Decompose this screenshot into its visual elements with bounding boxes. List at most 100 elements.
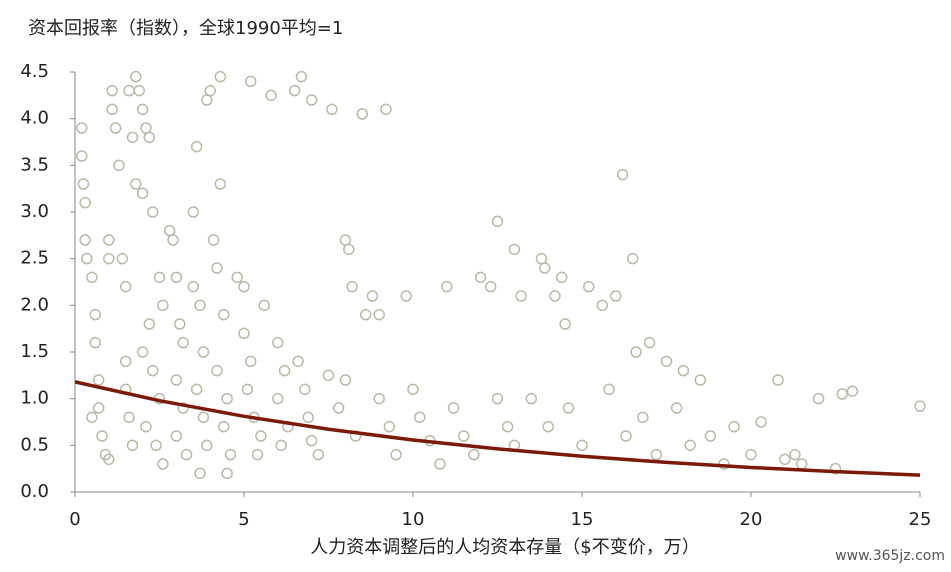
scatter-point xyxy=(136,346,149,358)
scatter-point xyxy=(238,327,250,340)
scatter-point xyxy=(119,355,132,368)
scatter-point xyxy=(221,392,233,405)
scatter-point xyxy=(86,271,98,284)
scatter-point xyxy=(163,224,176,237)
scatter-point xyxy=(167,234,179,246)
trend-line xyxy=(74,380,921,477)
scatter-point xyxy=(728,420,740,433)
scatter-point xyxy=(559,318,571,330)
scatter-point xyxy=(535,252,548,265)
scatter-point xyxy=(126,439,139,452)
scatter-point xyxy=(123,84,135,97)
scatter-point xyxy=(630,346,642,358)
scatter-point xyxy=(457,430,470,442)
y-tick-label: 4.5 xyxy=(20,61,49,82)
y-tick-label: 3.5 xyxy=(20,154,49,175)
scatter-point xyxy=(153,271,166,284)
scatter-point xyxy=(829,462,842,475)
scatter-point xyxy=(214,178,227,190)
scatter-point xyxy=(140,420,152,433)
scatter-point xyxy=(92,402,105,414)
scatter-point xyxy=(626,252,639,265)
scatter-point xyxy=(96,430,108,442)
scatter-point xyxy=(491,215,504,228)
scatter-point xyxy=(86,411,98,424)
scatter-point xyxy=(539,262,551,274)
x-tick-label: 25 xyxy=(909,509,932,530)
scatter-point xyxy=(177,336,189,349)
x-axis-label: 人力资本调整后的人均资本存量（$不变价，万） xyxy=(310,537,699,558)
y-tick-label: 3.0 xyxy=(20,201,49,222)
scatter-point xyxy=(103,252,115,265)
scatter-point xyxy=(515,290,527,302)
scatter-point xyxy=(77,178,90,190)
scatter-point xyxy=(231,271,243,284)
scatter-point xyxy=(694,374,707,386)
scatter-point xyxy=(190,383,203,396)
scatter-point xyxy=(380,103,392,116)
scatter-point xyxy=(343,243,355,256)
scatter-point xyxy=(116,252,129,265)
chart-title: 资本回报率（指数），全球1990平均=1 xyxy=(28,18,343,39)
scatter-point xyxy=(434,458,446,470)
scatter-point xyxy=(197,411,210,424)
scatter-point xyxy=(555,271,568,284)
scatter-point xyxy=(704,430,717,442)
scatter-point xyxy=(583,280,595,293)
scatter-point xyxy=(414,411,426,424)
scatter-point xyxy=(133,84,145,97)
scatter-point xyxy=(914,400,926,412)
scatter-point xyxy=(603,383,615,396)
scatter-point xyxy=(103,453,115,466)
scatter-point xyxy=(332,402,345,414)
scatter-point xyxy=(136,187,149,200)
scatter-point xyxy=(217,420,230,433)
scatter-point xyxy=(542,420,554,433)
scatter-point xyxy=(106,103,118,116)
scatter-point xyxy=(157,299,169,312)
scatter-point xyxy=(670,402,683,414)
scatter-point xyxy=(339,234,352,246)
scatter-point xyxy=(143,318,156,330)
x-tick-label: 5 xyxy=(238,509,249,530)
scatter-point xyxy=(795,458,808,470)
scatter-point xyxy=(180,448,193,461)
scatter-point xyxy=(610,290,622,302)
scatter-point xyxy=(305,94,318,106)
scatter-point xyxy=(255,430,267,442)
scatter-point xyxy=(207,234,220,246)
scatter-point xyxy=(130,178,142,190)
scatter-point xyxy=(383,420,396,433)
scatter-point xyxy=(356,108,369,120)
scatter-point xyxy=(241,383,254,396)
scatter-point xyxy=(103,234,115,246)
y-tick-label: 2.5 xyxy=(20,248,49,269)
scatter-point xyxy=(221,467,233,480)
scatter-point xyxy=(109,122,122,134)
scatter-point xyxy=(140,122,152,134)
scatter-point xyxy=(278,364,291,377)
scatter-point xyxy=(755,416,767,428)
scatter-point xyxy=(211,364,223,377)
scatter-point xyxy=(170,374,183,386)
scatter-point xyxy=(305,434,318,447)
scatter-point xyxy=(326,103,338,116)
scatter-point xyxy=(136,103,149,116)
scatter-point xyxy=(288,84,301,97)
scatter-point xyxy=(265,89,277,102)
scatter-point xyxy=(359,308,372,321)
scatter-point xyxy=(170,271,183,284)
scatter-point xyxy=(245,75,257,88)
y-tick-label: 0.5 xyxy=(20,434,49,455)
scatter-point xyxy=(81,252,93,265)
x-tick-label: 15 xyxy=(571,509,594,530)
scatter-point xyxy=(684,439,696,452)
scatter-point xyxy=(562,402,575,414)
scatter-point xyxy=(89,336,102,349)
scatter-point xyxy=(616,168,629,181)
scatter-point xyxy=(130,70,142,83)
scatter-point xyxy=(447,402,460,414)
scatter-point xyxy=(194,467,206,480)
y-tick-label: 1.5 xyxy=(20,341,49,362)
